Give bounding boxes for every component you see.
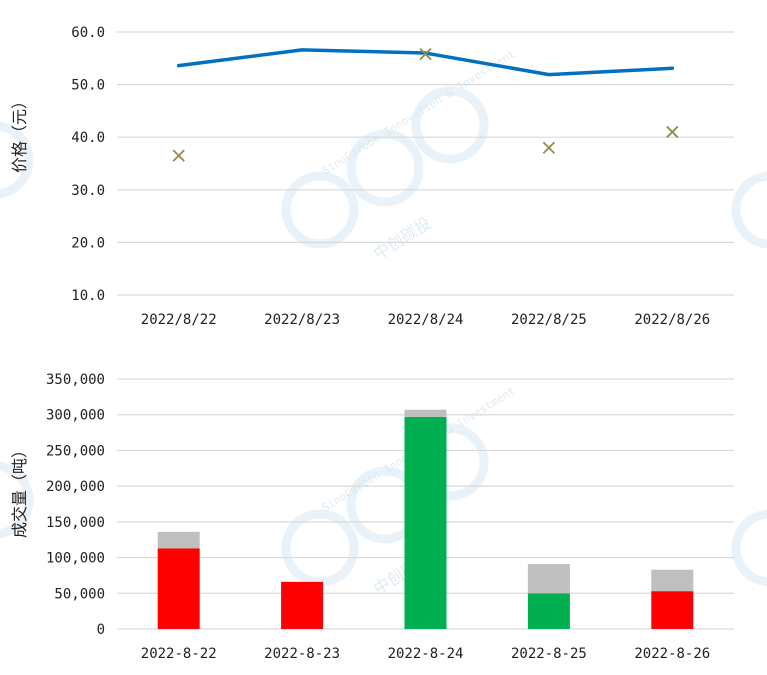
price-xtick-label: 2022/8/23 <box>264 312 340 328</box>
watermark-ring-6 <box>736 176 767 244</box>
volume-bar-s0-0 <box>158 548 200 629</box>
volume-xtick-label: 2022-8-22 <box>141 646 217 662</box>
price-axis-title: 价格（元） <box>10 93 29 173</box>
volume-bar-s0-3 <box>528 593 570 629</box>
price-ytick-label: 30.0 <box>71 183 105 199</box>
price-ytick-label: 40.0 <box>71 130 105 146</box>
volume-bar-s1-3 <box>528 564 570 593</box>
price-chart: 10.0 20.0 30.0 40.0 50.0 60.0 2022/8/22 2022/8/… <box>10 25 734 328</box>
volume-ytick-label: 200,000 <box>46 479 105 495</box>
price-ytick-label: 10.0 <box>71 288 105 304</box>
watermark-ring-7 <box>736 514 767 582</box>
volume-ytick-label: 50,000 <box>54 586 105 602</box>
volume-ytick-label: 300,000 <box>46 408 105 424</box>
price-ytick-label: 50.0 <box>71 78 105 94</box>
price-xtick-label: 2022/8/25 <box>511 312 587 328</box>
volume-ytick-label: 250,000 <box>46 443 105 459</box>
price-ytick-label: 60.0 <box>71 25 105 41</box>
price-x-marker-3 <box>543 142 554 153</box>
volume-xtick-label: 2022-8-26 <box>634 646 710 662</box>
volume-axis-title: 成交量（吨） <box>10 442 29 538</box>
price-xtick-label: 2022/8/26 <box>634 312 710 328</box>
volume-bar-s1-4 <box>651 570 693 591</box>
volume-xtick-label: 2022-8-23 <box>264 646 340 662</box>
volume-bar-s0-2 <box>405 417 447 629</box>
price-xtick-label: 2022/8/22 <box>141 312 217 328</box>
price-ytick-label: 20.0 <box>71 235 105 251</box>
volume-xtick-label: 2022-8-24 <box>388 646 464 662</box>
watermark-ring-0 <box>286 176 354 244</box>
price-x-marker-4 <box>667 126 678 137</box>
volume-ytick-label: 0 <box>97 622 105 638</box>
volume-bar-s0-1 <box>281 582 323 629</box>
volume-ytick-label: 150,000 <box>46 515 105 531</box>
volume-bar-s1-2 <box>405 410 447 417</box>
volume-xtick-label: 2022-8-25 <box>511 646 587 662</box>
watermark-ring-3 <box>286 514 354 582</box>
volume-ytick-label: 100,000 <box>46 551 105 567</box>
volume-bar-s1-0 <box>158 532 200 548</box>
volume-bar-s0-4 <box>651 591 693 629</box>
volume-chart: 0 50,000 100,000 150,000 200,000 250,000 300,0… <box>10 372 734 662</box>
price-xtick-label: 2022/8/24 <box>388 312 464 328</box>
price-x-marker-0 <box>173 150 184 161</box>
volume-ytick-label: 350,000 <box>46 372 105 388</box>
watermark-cn-top: 中创碳投 <box>370 213 434 263</box>
